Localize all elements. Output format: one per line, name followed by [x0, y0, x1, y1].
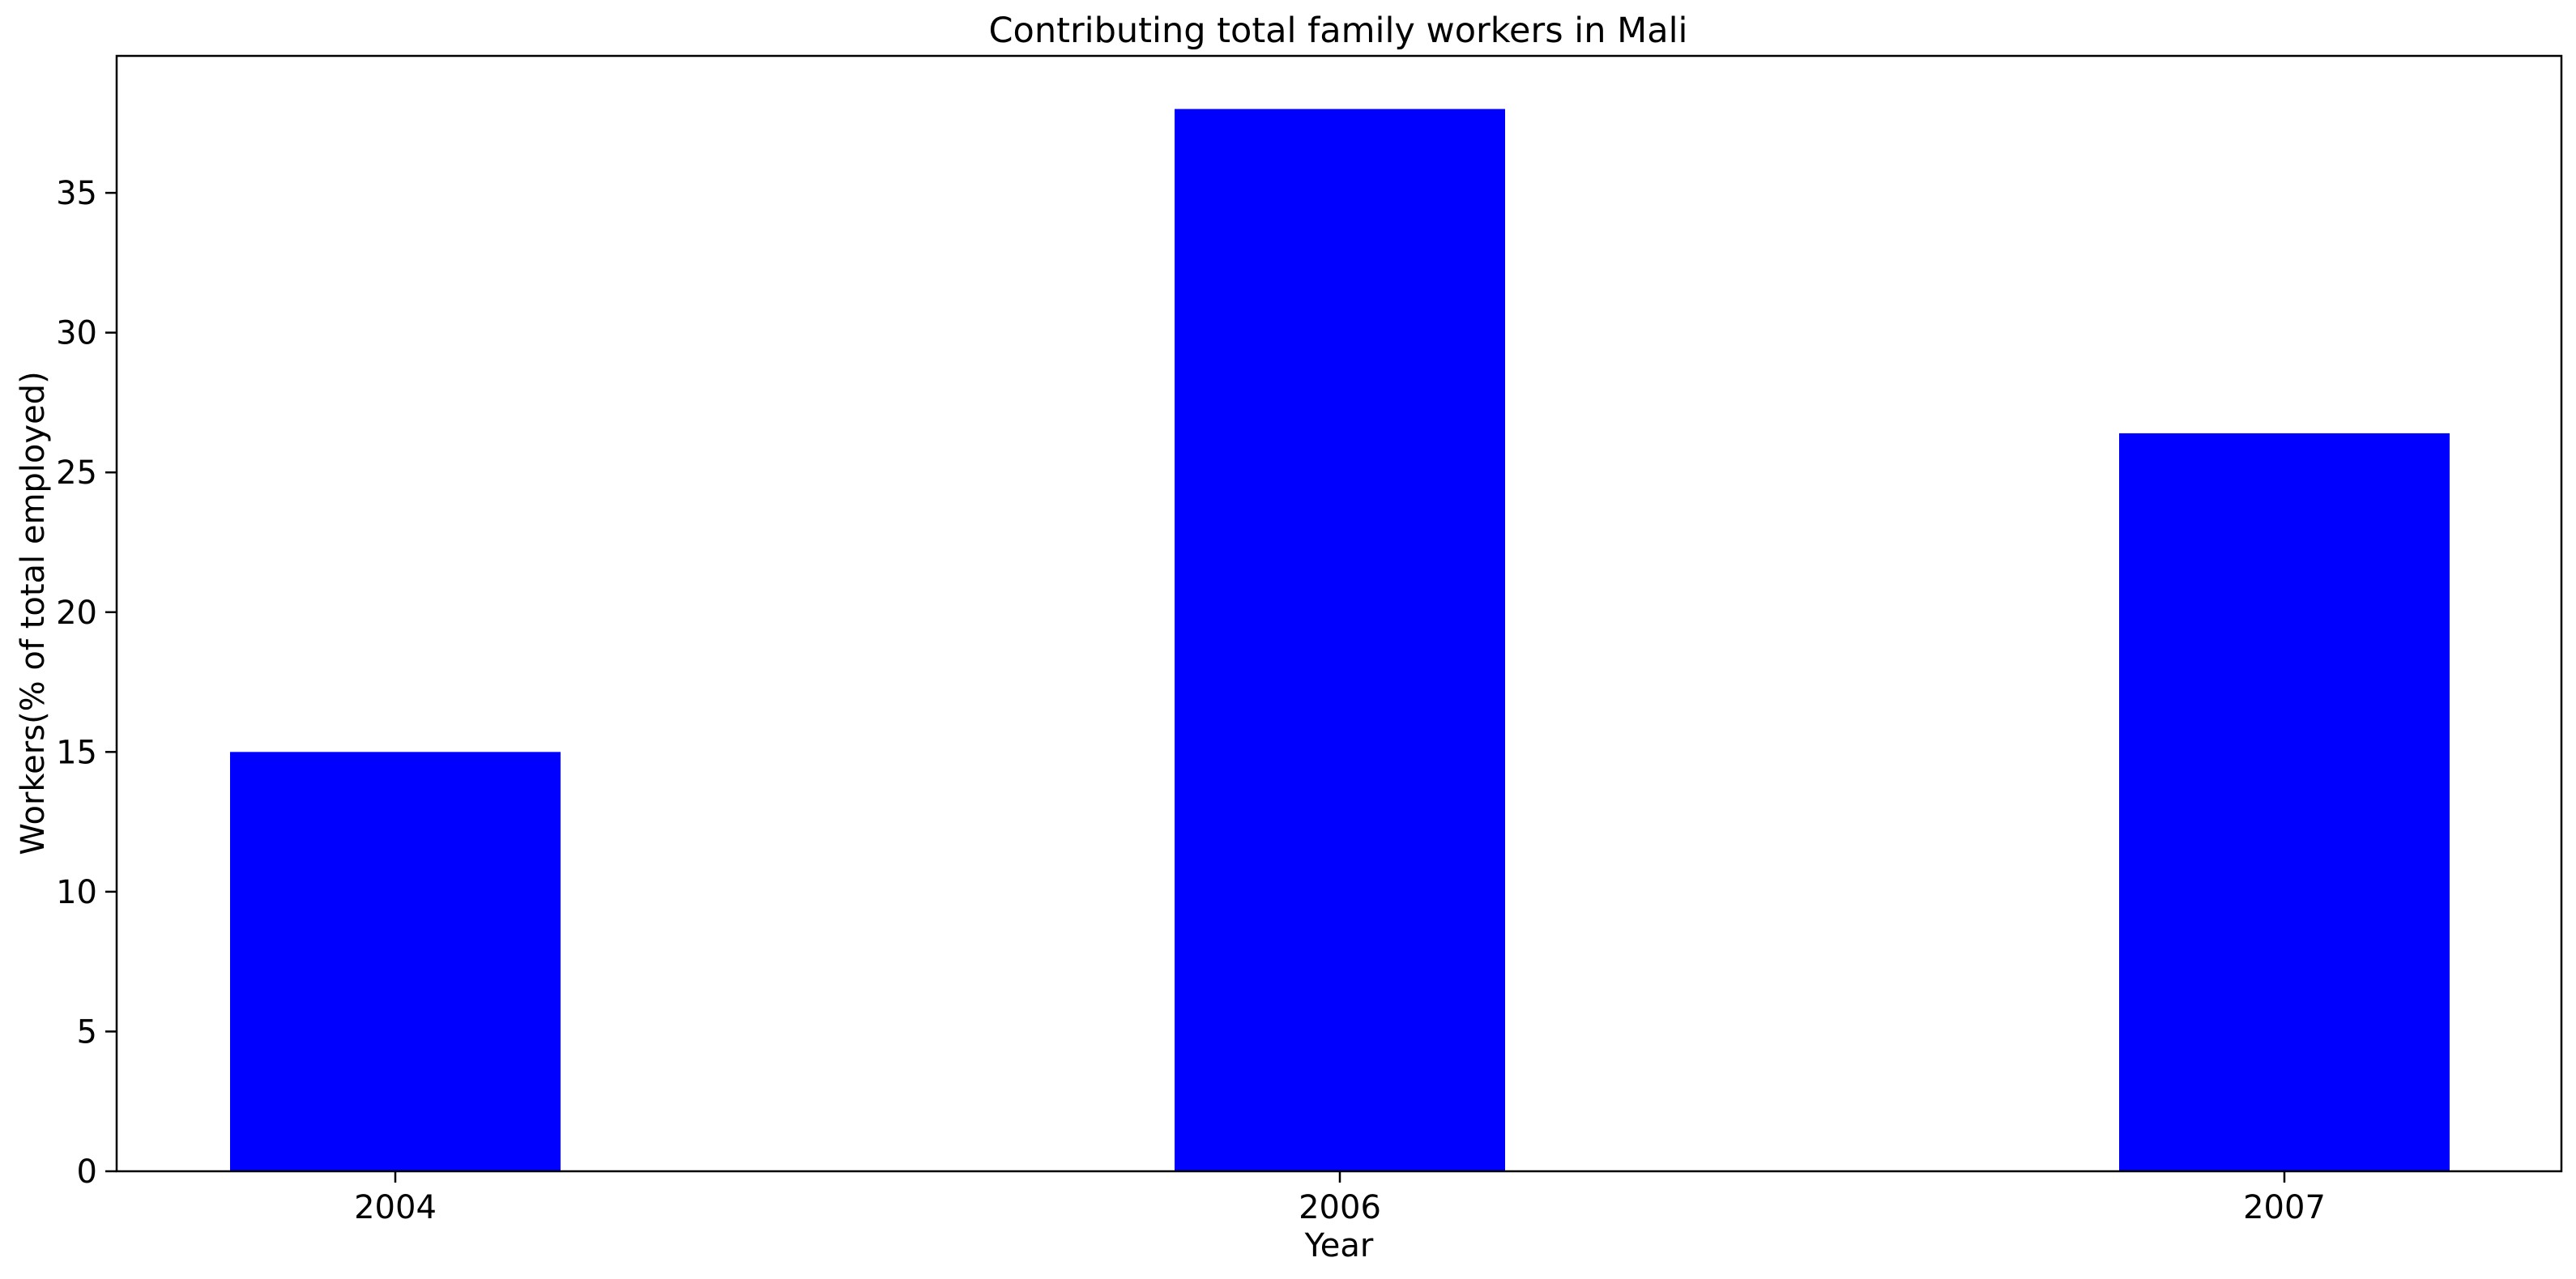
y-tick-label: 20	[56, 595, 97, 632]
y-tick-label: 30	[56, 315, 97, 352]
y-tick-label: 10	[56, 874, 97, 911]
y-axis: 0 5 10 15 20 25 30 35	[56, 175, 117, 1191]
x-tick-label: 2004	[354, 1189, 437, 1226]
x-axis: 2004 2006 2007	[354, 1171, 2326, 1226]
y-tick-label: 35	[56, 175, 97, 212]
y-tick-label: 25	[56, 454, 97, 492]
bar-2006	[1175, 109, 1505, 1172]
bar-2007	[2119, 433, 2450, 1171]
chart-title: Contributing total family workers in Mal…	[989, 11, 1688, 51]
y-tick-label: 0	[77, 1153, 97, 1191]
x-tick-label: 2006	[1299, 1189, 1381, 1226]
bar-2004	[230, 752, 561, 1171]
x-tick-label: 2007	[2243, 1189, 2326, 1226]
y-tick-label: 15	[56, 734, 97, 771]
y-tick-label: 5	[77, 1013, 97, 1051]
bars-group	[230, 109, 2450, 1172]
x-axis-label: Year	[1304, 1227, 1374, 1264]
y-axis-label: Workers(% of total employed)	[15, 371, 52, 855]
